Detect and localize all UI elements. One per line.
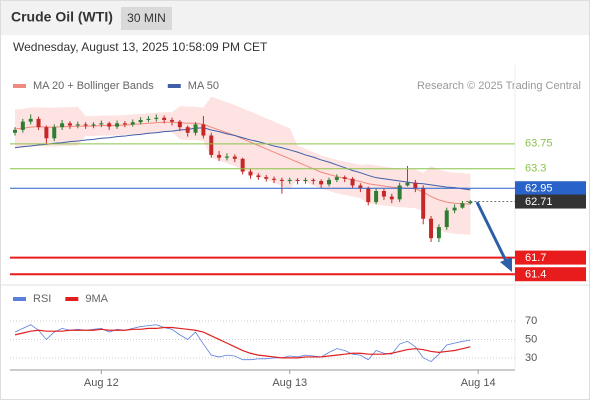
candle-layer xyxy=(13,114,473,243)
level-label-box xyxy=(515,181,586,196)
candle-body xyxy=(468,201,473,204)
level-label: 63.75 xyxy=(525,138,553,150)
candle-body xyxy=(44,127,49,139)
legend-label: 9MA xyxy=(85,293,108,305)
line-layer xyxy=(14,121,471,205)
rsi-line xyxy=(14,326,471,359)
candle-body xyxy=(170,119,174,122)
candle-body xyxy=(130,122,135,125)
candle-body xyxy=(452,207,457,211)
candle-body xyxy=(115,123,120,127)
candle-body xyxy=(374,190,379,203)
candle-body xyxy=(350,178,355,186)
candle-body xyxy=(91,124,96,126)
candle-body xyxy=(279,179,284,182)
candle-body xyxy=(358,185,363,189)
y-tick-label: 50 xyxy=(525,333,537,345)
candle-body xyxy=(248,171,253,176)
interval-badge xyxy=(121,7,172,30)
candle-body xyxy=(303,179,308,182)
candle-body xyxy=(366,188,371,203)
candle-body xyxy=(217,154,222,158)
header-bar xyxy=(1,1,589,35)
forecast-arrow xyxy=(475,201,512,272)
rsi-line xyxy=(14,324,471,363)
level-label: 63.3 xyxy=(525,163,546,175)
candle-body xyxy=(311,179,316,182)
candle-body xyxy=(122,123,127,125)
candle-body xyxy=(60,123,65,128)
candle-body xyxy=(224,156,229,158)
candle-body xyxy=(389,196,394,200)
candle-body xyxy=(193,124,198,133)
candle-body xyxy=(154,117,159,119)
candle-body xyxy=(36,118,41,128)
candle-body xyxy=(460,203,465,208)
x-tick-label: Aug 12 xyxy=(84,377,119,389)
legend-layer: MA 20 + Bollinger Bands MA 50 RSI 9MA xyxy=(13,80,219,305)
candle-body xyxy=(28,118,33,122)
candle-body xyxy=(107,123,112,127)
candle-body xyxy=(232,156,237,159)
legend-label: RSI xyxy=(33,293,51,305)
candle-body xyxy=(13,129,17,133)
y-tick-label: 70 xyxy=(525,315,537,327)
candle-body xyxy=(287,179,292,182)
candle-body xyxy=(429,218,434,239)
candle-body xyxy=(381,190,386,197)
candle-body xyxy=(99,123,104,125)
candle-body xyxy=(20,121,25,130)
candle-body xyxy=(67,123,72,126)
candle-body xyxy=(413,182,418,189)
candle-body xyxy=(319,181,324,185)
level-label: 61.4 xyxy=(525,269,546,281)
candle-body xyxy=(185,127,190,133)
arrow-shaft xyxy=(475,201,509,264)
candle-body xyxy=(83,124,88,126)
level-label-box xyxy=(515,194,586,209)
interval-label: 30 MIN xyxy=(127,11,166,25)
candle-body xyxy=(256,175,261,178)
candle-body xyxy=(421,188,426,219)
candle-body xyxy=(405,182,410,186)
candle-body xyxy=(177,121,182,128)
moving-average xyxy=(14,127,471,191)
candle-body xyxy=(264,177,269,179)
level-label-box xyxy=(515,267,586,282)
candle-body xyxy=(272,178,277,180)
candle-body xyxy=(397,185,402,200)
level-label: 62.71 xyxy=(525,196,553,208)
candle-body xyxy=(240,158,245,172)
candle-body xyxy=(444,210,449,228)
moving-average xyxy=(14,121,471,205)
y-tick-label: 30 xyxy=(525,352,537,364)
rsi-layer: 30 50 70 xyxy=(10,315,537,364)
candle-body xyxy=(75,124,80,126)
level-label-box xyxy=(515,250,586,265)
candle-body xyxy=(209,135,214,155)
candle-body xyxy=(342,177,347,179)
legend-label: MA 20 + Bollinger Bands xyxy=(33,80,154,92)
candle-body xyxy=(201,124,206,136)
candle-body xyxy=(295,179,300,182)
candle-body xyxy=(436,227,441,239)
timestamp: Wednesday, August 13, 2025 10:58:09 PM C… xyxy=(13,40,268,54)
candle-body xyxy=(162,117,167,120)
candle-body xyxy=(334,177,339,180)
legend-label: MA 50 xyxy=(188,80,219,92)
candle-body xyxy=(327,179,331,185)
candle-body xyxy=(146,118,151,120)
candle-body xyxy=(138,119,143,123)
level-label: 62.95 xyxy=(525,183,553,195)
candle-body xyxy=(52,127,57,139)
arrow-head xyxy=(500,257,512,272)
credit: Research © 2025 Trading Central xyxy=(417,80,581,92)
x-tick-label: Aug 13 xyxy=(272,377,307,389)
level-label: 61.7 xyxy=(525,252,546,264)
symbol-title: Crude Oil (WTI) xyxy=(11,9,113,25)
x-tick-label: Aug 14 xyxy=(461,377,496,389)
